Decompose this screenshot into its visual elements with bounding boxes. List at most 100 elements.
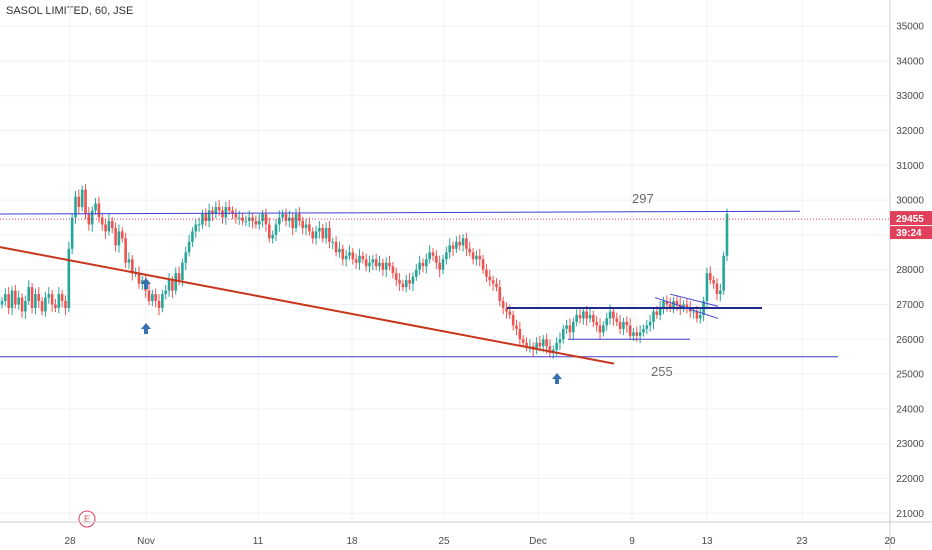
- candle-body: [605, 318, 609, 326]
- candle-body: [668, 304, 672, 308]
- candle-body: [274, 224, 278, 235]
- candle-body: [719, 290, 722, 295]
- y-tick-label: 33000: [896, 91, 924, 102]
- y-tick-label: 26000: [896, 335, 924, 346]
- candle-body: [234, 214, 238, 218]
- candle-body: [87, 214, 91, 225]
- y-tick-label: 28000: [896, 265, 924, 276]
- candle-body: [20, 297, 24, 312]
- candle-body: [301, 220, 304, 228]
- candle-body: [80, 189, 84, 208]
- candle-body: [698, 314, 702, 319]
- candle-body: [288, 217, 291, 221]
- candle-body: [511, 314, 515, 326]
- candle-body: [374, 259, 378, 267]
- candle-body: [478, 255, 482, 260]
- candle-body: [505, 307, 508, 312]
- candle-body: [481, 259, 485, 270]
- candle-body: [712, 280, 715, 284]
- candle-body: [227, 207, 231, 211]
- candle-body: [291, 217, 294, 228]
- candle-body: [428, 252, 431, 260]
- candle-body: [298, 214, 301, 221]
- y-tick-label: 23000: [896, 439, 924, 450]
- candle-body: [638, 332, 642, 336]
- candle-body: [425, 259, 428, 267]
- candle-body: [141, 280, 144, 284]
- candle-body: [67, 248, 71, 308]
- arrow-marker: [141, 278, 151, 289]
- candle-body: [538, 342, 542, 347]
- candle-body: [130, 259, 134, 274]
- y-tick-label: 34000: [896, 56, 924, 67]
- candle-body: [368, 262, 371, 267]
- candle-body: [488, 276, 492, 281]
- candle-body: [64, 301, 67, 308]
- candle-body: [665, 301, 669, 305]
- annotation-255: 255: [651, 364, 673, 379]
- candle-body: [408, 280, 411, 284]
- candle-body: [231, 210, 234, 215]
- candle-body: [568, 325, 572, 333]
- candle-body: [74, 196, 77, 218]
- candle-body: [508, 311, 512, 315]
- candle-body: [445, 252, 448, 260]
- candle-body: [642, 328, 645, 333]
- candle-body: [214, 207, 218, 215]
- candle-body: [485, 269, 488, 277]
- candle-body: [421, 262, 425, 267]
- arrow-marker: [141, 323, 151, 334]
- candle-body: [441, 259, 445, 270]
- candle-body: [575, 314, 578, 322]
- candle-body: [187, 241, 191, 253]
- candle-body: [662, 301, 665, 308]
- candle-body: [404, 280, 408, 288]
- channel-line-bottom: [654, 297, 719, 319]
- candle-body: [578, 314, 582, 319]
- candle-body: [127, 259, 131, 263]
- candle-body: [151, 294, 154, 302]
- candle-body: [358, 255, 361, 263]
- resistance-line: [0, 210, 801, 215]
- candle-body: [715, 283, 719, 295]
- candle-body: [110, 220, 114, 228]
- up-arrow-icon: [141, 323, 151, 334]
- candle-body: [70, 217, 74, 249]
- candle-body: [451, 245, 455, 249]
- candle-body: [24, 301, 27, 312]
- candle-body: [54, 304, 57, 308]
- candle-body: [321, 227, 325, 239]
- candle-body: [107, 220, 111, 232]
- candle-body: [455, 241, 458, 249]
- candle-body: [401, 283, 405, 288]
- candle-body: [645, 325, 649, 329]
- candle-body: [40, 301, 44, 312]
- y-tick-label: 35000: [896, 22, 924, 33]
- x-tick-label: Dec: [529, 536, 547, 547]
- candle-body: [261, 214, 264, 221]
- candle-body: [364, 259, 368, 267]
- candle-body: [217, 207, 221, 211]
- candle-body: [468, 248, 472, 253]
- candle-body: [77, 196, 81, 208]
- candle-body: [97, 203, 101, 218]
- candle-body: [184, 252, 188, 263]
- candle-body: [411, 276, 415, 284]
- candle-body: [334, 241, 338, 253]
- earnings-marker-label: E: [84, 514, 90, 524]
- candle-body: [281, 214, 284, 218]
- candle-body: [675, 301, 679, 305]
- candle-body: [161, 294, 164, 308]
- y-tick-label: 27000: [896, 300, 924, 311]
- candle-body: [615, 318, 619, 322]
- candle-body: [100, 217, 104, 225]
- candle-body: [30, 287, 34, 308]
- candle-body: [237, 217, 241, 219]
- candle-body: [341, 248, 345, 260]
- candle-body: [461, 238, 465, 246]
- y-tick-label: 32000: [896, 126, 924, 137]
- candle-body: [257, 220, 261, 225]
- candle-body: [7, 294, 10, 308]
- candle-body: [264, 214, 268, 225]
